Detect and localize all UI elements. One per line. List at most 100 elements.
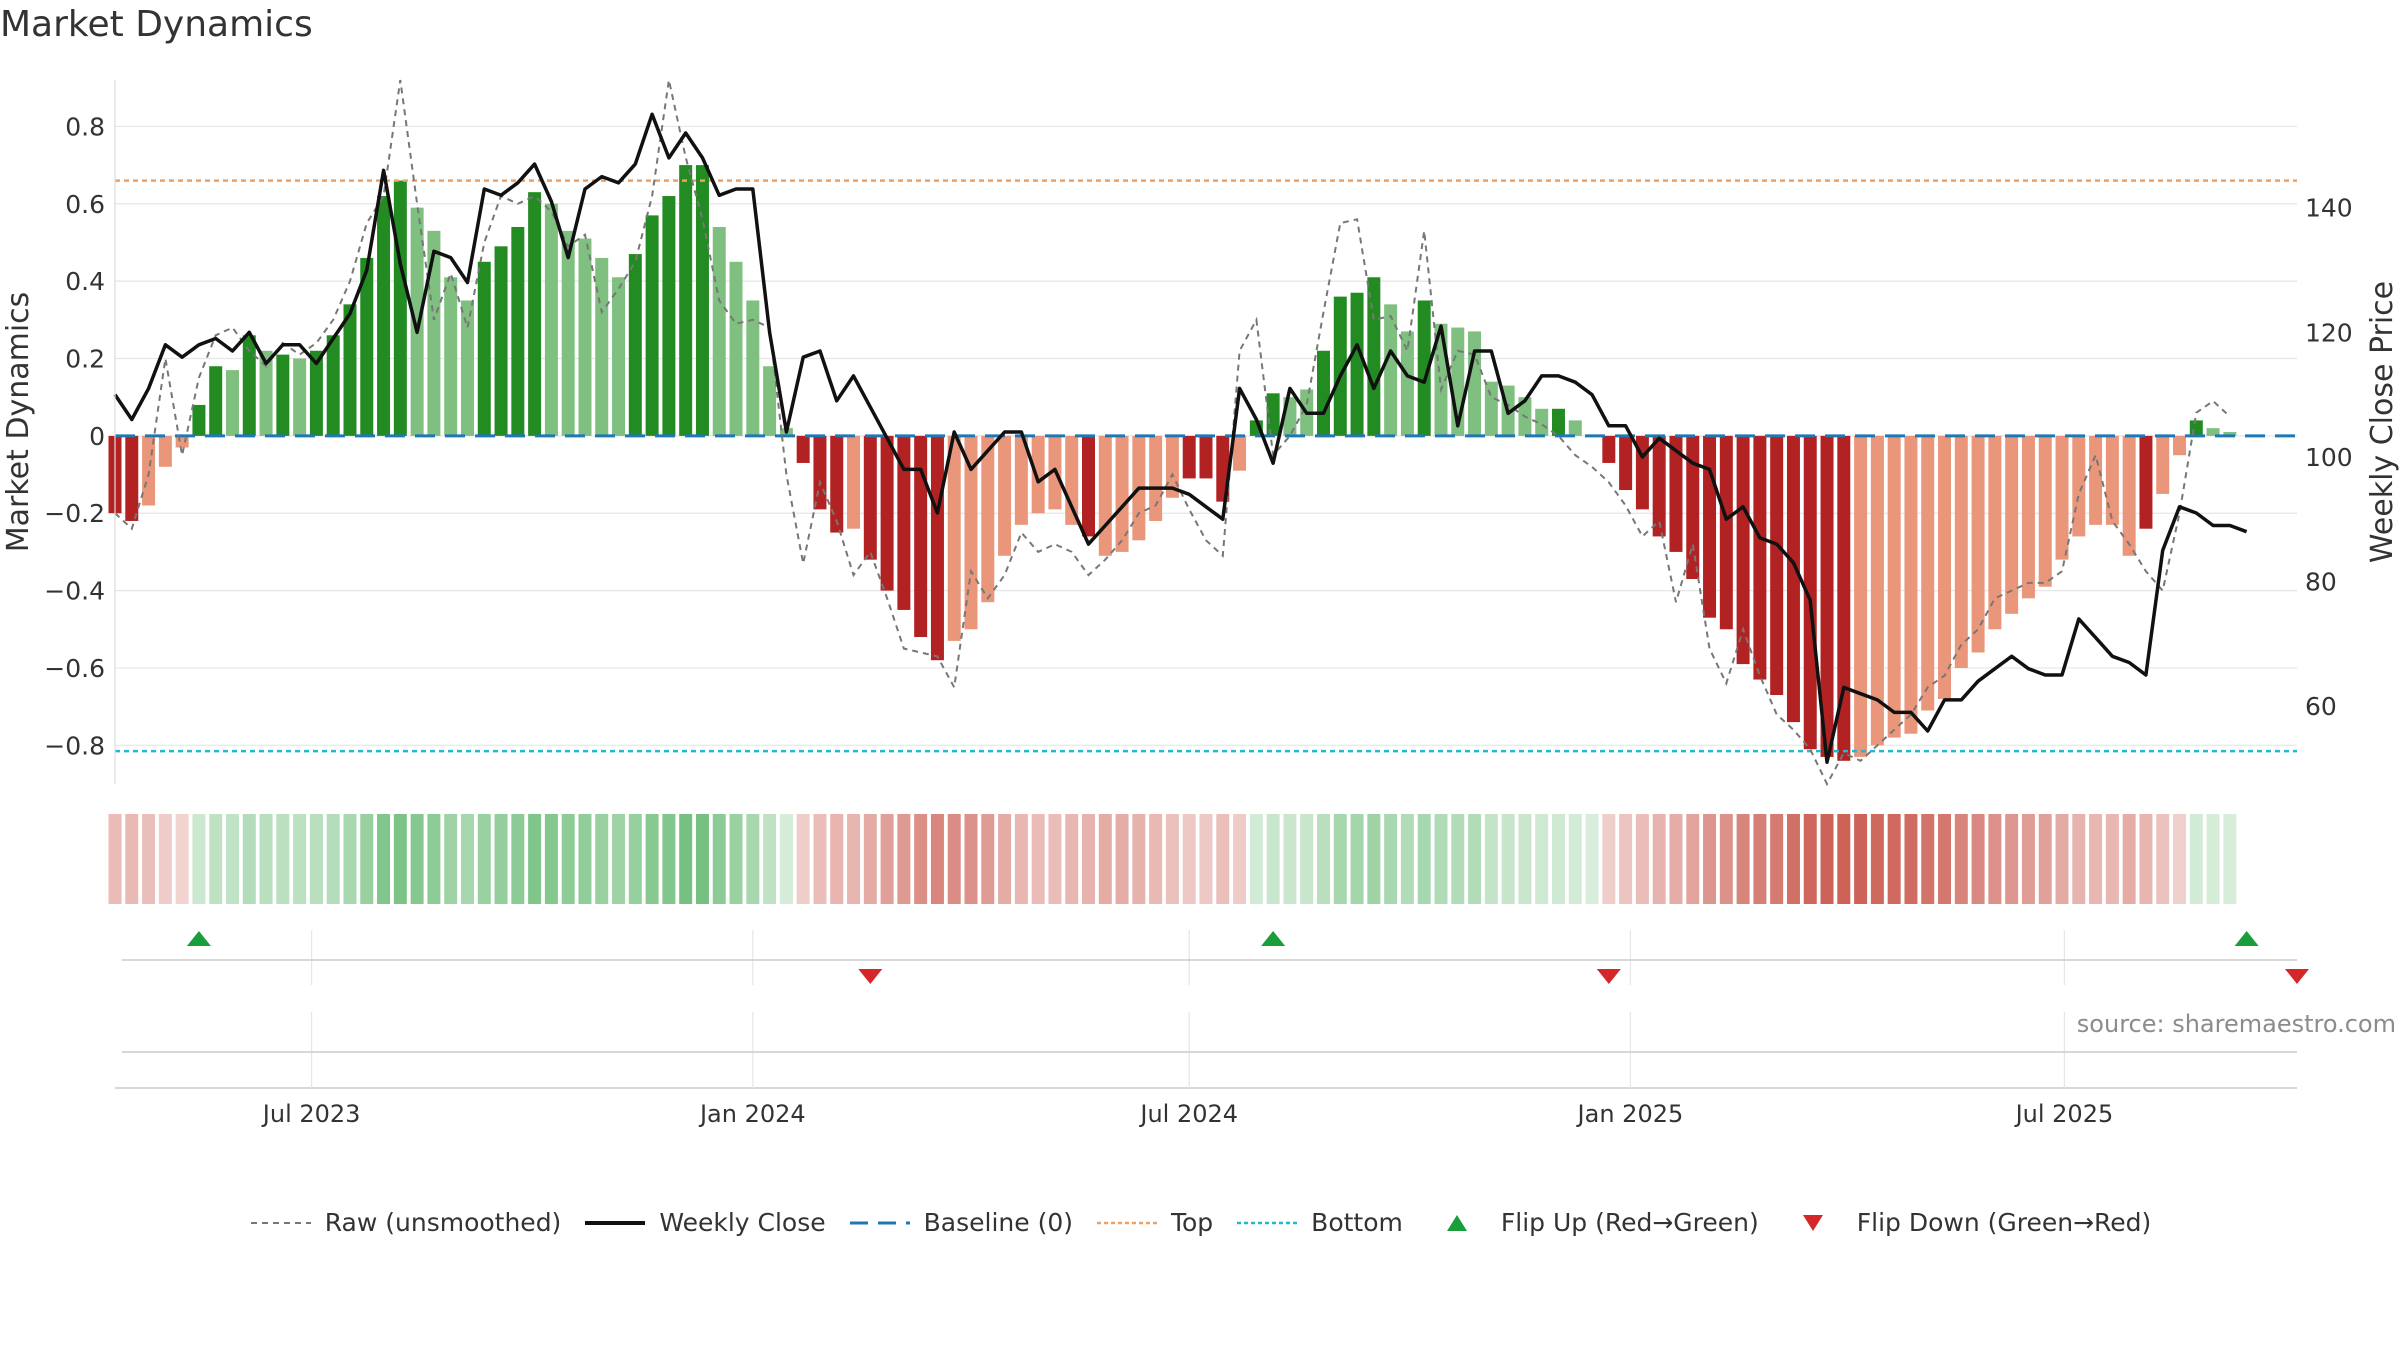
dynamics-bar (460, 300, 474, 436)
bottom-panel (122, 1012, 2297, 1088)
heat-cell (578, 814, 592, 904)
heat-cell (695, 814, 709, 904)
dynamics-bar (880, 435, 894, 591)
dynamics-bar (612, 277, 626, 436)
dynamics-bar (595, 257, 609, 436)
heat-cell (1971, 814, 1985, 904)
heat-cell (2055, 814, 2069, 904)
dynamics-bar (1921, 435, 1935, 711)
heat-cell (2223, 814, 2237, 904)
dynamics-bar (410, 207, 424, 436)
dynamics-bar (343, 304, 357, 436)
legend-item-baseline: Baseline (0) (848, 1208, 1073, 1237)
heat-cell (612, 814, 626, 904)
weekly-close-line (113, 112, 2248, 764)
dynamics-bar (746, 300, 760, 436)
legend-label-baseline: Baseline (0) (923, 1208, 1073, 1237)
dynamics-bar (1535, 408, 1549, 436)
heat-cell (1451, 814, 1465, 904)
heat-cell (142, 814, 156, 904)
heat-cell (830, 814, 844, 904)
heat-cell (897, 814, 911, 904)
dynamics-bar (1971, 435, 1985, 653)
dynamics-bar (1988, 435, 2002, 630)
dynamics-bar (2173, 435, 2187, 456)
heat-strip (108, 814, 2237, 904)
heat-cell (427, 814, 441, 904)
heat-cell (293, 814, 307, 904)
heat-cell (2005, 814, 2019, 904)
x-tick-label: Jul 2025 (2014, 1100, 2114, 1128)
heat-cell (1199, 814, 1213, 904)
heat-cell (679, 814, 693, 904)
x-tick-label: Jan 2025 (1576, 1100, 1684, 1128)
heat-cell (998, 814, 1012, 904)
dynamics-bar (1484, 381, 1498, 436)
y-tick-label: −0.8 (44, 731, 105, 760)
dynamics-bar (158, 435, 172, 467)
dynamics-bar (930, 435, 944, 661)
heat-cell (813, 814, 827, 904)
heat-cell (1938, 814, 1952, 904)
heat-cell (1165, 814, 1179, 904)
heat-cell (595, 814, 609, 904)
dynamics-bar (1266, 393, 1280, 436)
dynamics-bar (142, 435, 156, 506)
heat-cell (1367, 814, 1381, 904)
dynamics-bar (1786, 435, 1800, 723)
dynamics-bar (1686, 435, 1700, 579)
heat-cell (1266, 814, 1280, 904)
dynamics-bar (1115, 435, 1129, 552)
dynamics-bar (1619, 435, 1633, 491)
y-tick-label: −0.2 (44, 499, 105, 528)
dynamics-bar (998, 435, 1012, 556)
heat-cell (930, 814, 944, 904)
dynamics-bar (662, 196, 676, 436)
dynamics-bar (225, 370, 239, 436)
dynamics-bar (293, 358, 307, 436)
legend-label-top: Top (1170, 1208, 1214, 1237)
heat-cell (1333, 814, 1347, 904)
heat-cell (1082, 814, 1096, 904)
dynamics-bar (712, 226, 726, 436)
dynamics-bar (947, 435, 961, 641)
heat-cell (2173, 814, 2187, 904)
dynamics-bar (2139, 435, 2153, 529)
x-tick-label: Jul 2024 (1138, 1100, 1238, 1128)
dynamics-bar (2021, 435, 2035, 599)
dynamics-bar (1954, 435, 1968, 668)
dynamics-bar (2005, 435, 2019, 614)
y-tick-label: 0.2 (65, 345, 105, 374)
legend-item-close: Weekly Close (583, 1208, 826, 1237)
dynamics-bar (1719, 435, 1733, 630)
dynamics-bar (2189, 420, 2203, 436)
legend-swatch-close (585, 1220, 646, 1225)
dynamics-bar (1870, 435, 1884, 746)
legend-label-flip-up: Flip Up (Red→Green) (1500, 1208, 1759, 1237)
heat-cell (175, 814, 189, 904)
dynamics-bar (695, 165, 709, 436)
heat-cell (1921, 814, 1935, 904)
flip-panel (122, 930, 2309, 985)
heat-cell (1820, 814, 1834, 904)
heat-cell (2089, 814, 2103, 904)
dynamics-bar (1182, 435, 1196, 479)
dynamics-bar (897, 435, 911, 610)
dynamics-bar (125, 435, 139, 521)
dynamics-bar (1316, 350, 1330, 436)
legend-label-close: Weekly Close (659, 1208, 826, 1237)
legend-swatch-bottom (1237, 1221, 1298, 1224)
y-tick-label: 0.4 (65, 267, 105, 296)
dynamics-bar (1703, 435, 1717, 618)
heat-cell (1635, 814, 1649, 904)
heat-cell (1031, 814, 1045, 904)
dynamics-bar (1350, 292, 1364, 436)
heat-cell (1350, 814, 1364, 904)
heat-cell (796, 814, 810, 904)
heat-cell (1098, 814, 1112, 904)
dynamics-bar (1854, 435, 1868, 757)
heat-cell (1300, 814, 1314, 904)
heat-cell (2072, 814, 2086, 904)
dynamics-bar (1417, 300, 1431, 436)
